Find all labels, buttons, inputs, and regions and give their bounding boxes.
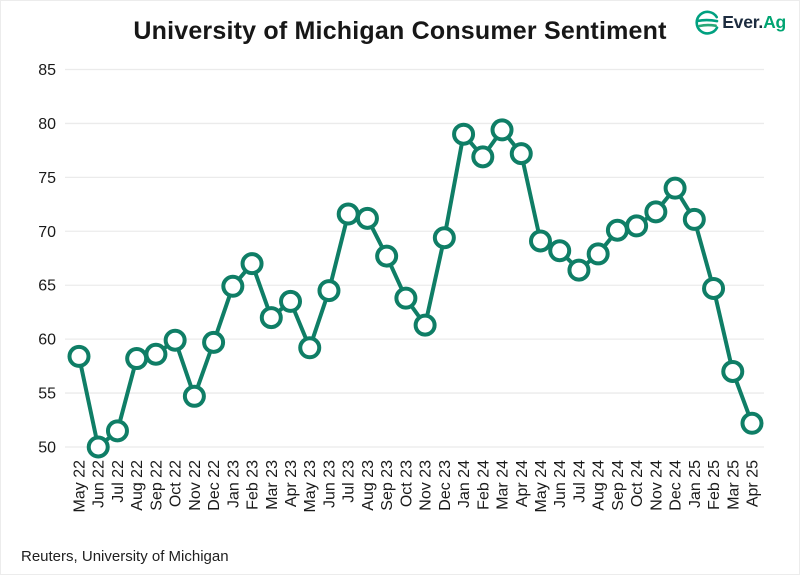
x-tick-label: Dec 22 — [206, 460, 223, 511]
x-tick-label: Mar 23 — [264, 460, 281, 510]
y-tick-label: 50 — [38, 440, 56, 457]
x-tick-label: Feb 23 — [245, 460, 262, 510]
x-tick-label: Feb 24 — [475, 460, 492, 510]
data-point-marker — [625, 214, 649, 238]
data-point-marker — [182, 384, 206, 408]
y-tick-label: 75 — [38, 170, 56, 187]
data-point-marker — [644, 200, 668, 224]
x-tick-label: Aug 22 — [129, 460, 146, 511]
x-tick-label: Jul 22 — [110, 460, 127, 503]
data-point-marker — [375, 244, 399, 268]
x-tick-label: Mar 24 — [495, 460, 512, 510]
data-point-marker — [721, 360, 745, 383]
data-point-marker — [432, 226, 456, 250]
x-tick-label: Jun 24 — [552, 460, 569, 508]
x-tick-label: Sep 24 — [610, 460, 627, 511]
data-point-marker — [221, 274, 245, 298]
x-tick-label: Apr 23 — [283, 460, 300, 507]
data-point-marker — [144, 342, 168, 366]
x-tick-label: Feb 25 — [706, 460, 723, 510]
x-tick-label: Jan 23 — [225, 460, 242, 508]
data-point-marker — [702, 276, 726, 300]
y-tick-label: 60 — [38, 332, 56, 349]
data-point-marker — [355, 206, 379, 230]
logo-text-ag: Ag — [763, 12, 786, 32]
data-point-marker — [605, 218, 629, 242]
y-tick-label: 80 — [38, 116, 56, 133]
data-point-marker — [163, 328, 187, 352]
data-point-marker — [413, 313, 437, 337]
x-tick-label: Oct 22 — [168, 460, 185, 507]
data-point-marker — [259, 306, 283, 330]
data-point-marker — [86, 435, 110, 459]
data-point-marker — [394, 286, 418, 310]
data-point-marker — [490, 118, 514, 142]
data-point-marker — [740, 411, 764, 435]
y-tick-label: 70 — [38, 224, 56, 241]
data-point-marker — [298, 336, 322, 360]
data-point-marker — [528, 229, 552, 253]
everag-logo: Ever.Ag — [695, 10, 786, 35]
data-point-marker — [336, 202, 360, 226]
x-tick-label: Jan 24 — [456, 460, 473, 508]
data-point-marker — [317, 279, 341, 303]
y-tick-label: 55 — [38, 386, 56, 403]
data-point-marker — [452, 122, 476, 146]
logo-text-ever: Ever. — [722, 12, 764, 32]
data-point-marker — [682, 207, 706, 231]
x-tick-label: Jul 23 — [341, 460, 358, 503]
x-tick-label: Sep 23 — [379, 460, 396, 511]
chart-title: University of Michigan Consumer Sentimen… — [133, 17, 667, 45]
data-point-marker — [105, 419, 129, 443]
x-tick-label: Aug 24 — [591, 460, 608, 511]
x-tick-label: Sep 22 — [148, 460, 165, 511]
data-point-marker — [240, 252, 264, 276]
x-tick-label: Oct 23 — [398, 460, 415, 507]
x-tick-label: Jan 25 — [687, 460, 704, 508]
data-point-marker — [509, 142, 533, 166]
x-tick-label: Mar 25 — [725, 460, 742, 510]
data-point-marker — [67, 344, 91, 368]
x-tick-label: Apr 25 — [745, 460, 762, 507]
x-tick-label: Nov 23 — [418, 460, 435, 511]
x-tick-label: Jun 22 — [91, 460, 108, 508]
x-tick-label: Jul 24 — [571, 460, 588, 503]
x-tick-label: Dec 23 — [437, 460, 454, 511]
x-tick-label: May 24 — [533, 460, 550, 513]
x-tick-label: Nov 24 — [648, 460, 665, 511]
data-point-marker — [471, 145, 495, 169]
data-point-marker — [663, 176, 687, 200]
data-point-marker — [586, 242, 610, 266]
x-tick-label: Apr 24 — [514, 460, 531, 507]
source-note: Reuters, University of Michigan — [21, 548, 229, 565]
y-tick-label: 65 — [38, 278, 56, 295]
y-tick-label: 85 — [38, 62, 56, 79]
x-tick-label: Aug 23 — [360, 460, 377, 511]
data-point-marker — [202, 330, 226, 354]
x-tick-label: Jun 23 — [321, 460, 338, 508]
data-point-marker — [279, 289, 303, 313]
x-tick-label: May 23 — [302, 460, 319, 513]
data-point-marker — [125, 347, 149, 371]
x-tick-label: May 22 — [72, 460, 89, 513]
x-tick-label: Nov 22 — [187, 460, 204, 511]
x-tick-label: Oct 24 — [629, 460, 646, 507]
x-tick-label: Dec 24 — [668, 460, 685, 511]
data-point-marker — [548, 239, 572, 263]
data-point-marker — [567, 258, 591, 282]
everag-e-icon — [695, 10, 720, 35]
